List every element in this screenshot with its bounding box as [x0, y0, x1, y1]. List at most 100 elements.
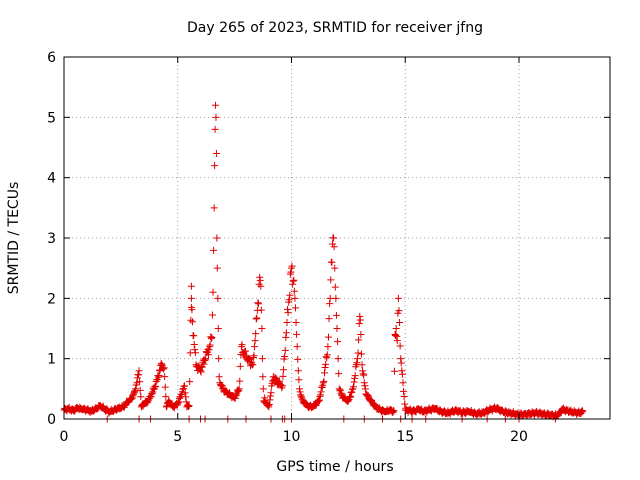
data-point — [390, 367, 398, 375]
data-point — [148, 389, 156, 397]
data-point — [288, 262, 296, 270]
data-point — [252, 315, 260, 323]
data-point — [328, 258, 336, 266]
data-point — [281, 346, 289, 354]
data-point — [150, 385, 158, 393]
data-point — [132, 385, 140, 393]
data-point — [188, 306, 196, 314]
data-point — [210, 204, 218, 212]
data-point — [331, 264, 339, 272]
data-point — [253, 314, 261, 322]
data-point — [198, 363, 206, 371]
data-point — [162, 393, 170, 401]
data-point — [396, 318, 404, 326]
data-point — [398, 367, 406, 375]
data-point — [236, 362, 244, 370]
data-point — [136, 386, 144, 394]
data-point — [578, 406, 586, 414]
axis-ticks: 0 5 10 15 20 0 1 2 3 4 5 6 — [47, 50, 610, 445]
data-point — [350, 378, 358, 386]
data-point — [197, 368, 205, 376]
data-point — [282, 329, 290, 337]
data-point — [360, 371, 368, 379]
data-point — [578, 408, 586, 416]
data-point — [317, 388, 325, 396]
data-point — [334, 355, 342, 363]
data-point — [334, 338, 342, 346]
data-point — [287, 268, 295, 276]
data-point — [363, 391, 371, 399]
data-point — [397, 355, 405, 363]
data-point — [396, 342, 404, 350]
data-point — [293, 343, 301, 351]
chart-title: Day 265 of 2023, SRMTID for receiver jfn… — [187, 20, 483, 36]
data-point — [162, 403, 170, 411]
data-point — [212, 150, 220, 158]
y-axis-label: SRMTID / TECUs — [6, 182, 22, 295]
data-point — [401, 400, 409, 408]
data-point — [394, 294, 402, 302]
data-point — [255, 280, 263, 288]
data-point — [215, 355, 223, 363]
data-point — [204, 351, 212, 359]
data-point — [290, 287, 298, 295]
y-tick-label: 5 — [47, 110, 56, 126]
data-point — [207, 335, 215, 343]
y-tick-label: 0 — [47, 412, 56, 428]
data-point — [221, 386, 229, 394]
data-point — [191, 346, 199, 354]
data-point — [258, 355, 266, 363]
data-point — [332, 294, 340, 302]
data-point — [330, 243, 338, 251]
data-point — [186, 378, 194, 386]
data-point — [400, 392, 408, 400]
data-point — [393, 332, 401, 340]
data-point — [324, 343, 332, 351]
data-point — [191, 349, 199, 357]
data-point — [189, 318, 197, 326]
data-point — [347, 392, 355, 400]
data-point — [436, 406, 444, 414]
data-point — [249, 354, 257, 362]
data-point — [355, 320, 363, 328]
data-point — [296, 388, 304, 396]
data-point — [267, 389, 275, 397]
data-point — [295, 376, 303, 384]
data-point — [395, 307, 403, 315]
data-point — [161, 383, 169, 391]
data-point — [184, 402, 192, 410]
data-point — [312, 401, 320, 409]
data-point — [136, 378, 144, 386]
data-point — [208, 334, 216, 342]
data-point — [187, 294, 195, 302]
data-point — [207, 333, 215, 341]
data-point — [297, 392, 305, 400]
data-point — [248, 361, 256, 369]
data-point — [295, 385, 303, 393]
y-tick-label: 3 — [47, 231, 56, 247]
data-point — [388, 408, 396, 416]
data-point — [333, 325, 341, 332]
data-point — [326, 300, 334, 308]
data-point — [137, 393, 145, 401]
data-point — [135, 367, 143, 375]
data-point — [398, 370, 406, 378]
data-point — [175, 398, 183, 406]
data-point — [174, 398, 182, 406]
data-point — [190, 340, 198, 348]
data-point — [202, 356, 210, 364]
data-point — [327, 276, 335, 284]
data-point — [397, 359, 405, 367]
data-point — [291, 304, 299, 312]
data-point — [393, 337, 401, 345]
data-point — [356, 316, 364, 324]
data-point — [132, 381, 140, 389]
data-point — [247, 360, 255, 368]
data-point — [366, 395, 374, 403]
data-point — [216, 380, 224, 388]
data-point — [255, 300, 263, 308]
data-point — [357, 350, 365, 358]
data-point — [251, 337, 259, 345]
data-point — [185, 403, 193, 411]
data-point — [355, 336, 363, 344]
